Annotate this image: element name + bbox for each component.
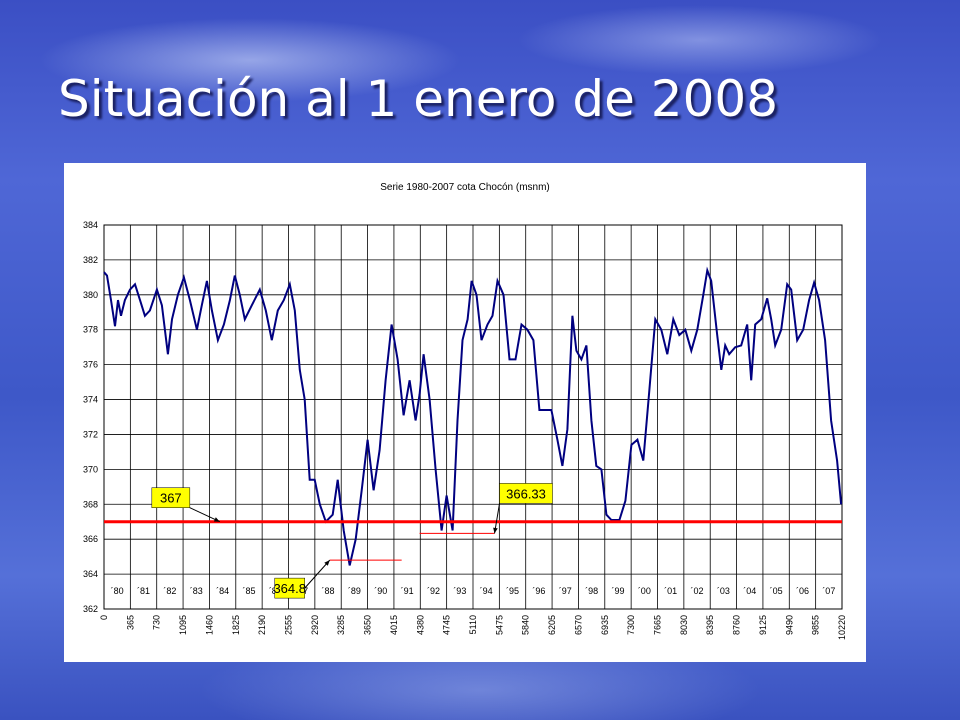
arrow-head (324, 560, 330, 566)
year-label: ´98 (585, 586, 598, 596)
annotation-label: 364.8 (273, 581, 306, 596)
arrow-head (493, 527, 498, 534)
x-tick-label: 10220 (837, 615, 847, 640)
year-label: ´97 (559, 586, 572, 596)
year-label: ´83 (190, 586, 203, 596)
x-tick-label: 3285 (336, 615, 346, 635)
x-tick-label: 2190 (257, 615, 267, 635)
annotation-box (274, 577, 305, 599)
year-label: ´94 (480, 586, 493, 596)
year-label: ´95 (506, 586, 519, 596)
x-tick-label: 2920 (310, 615, 320, 635)
x-tick-label: 8760 (732, 615, 742, 635)
year-label: ´93 (453, 586, 466, 596)
y-tick-label: 378 (83, 325, 98, 335)
y-tick-label: 384 (83, 220, 98, 230)
y-tick-label: 374 (83, 395, 98, 405)
y-tick-label: 372 (83, 429, 98, 439)
x-tick-label: 5110 (468, 615, 478, 634)
year-label: ´89 (348, 586, 361, 596)
year-label: ´04 (743, 586, 756, 596)
x-tick-label: 8395 (705, 615, 715, 635)
y-tick-label: 370 (83, 464, 98, 474)
annotation-label: 366.33 (506, 486, 546, 501)
year-label: ´81 (137, 586, 150, 596)
x-tick-label: 1095 (178, 615, 188, 635)
data-line (103, 266, 843, 566)
annotation-box (499, 483, 553, 504)
x-tick-label: 4745 (442, 615, 452, 635)
year-label: ´03 (717, 586, 730, 596)
annotation-label: 367 (160, 491, 182, 506)
arrow-head (213, 517, 220, 522)
annotation-box (151, 487, 191, 508)
year-label: ´99 (611, 586, 624, 596)
year-label: ´80 (111, 586, 124, 596)
x-tick-label: 365 (125, 615, 135, 630)
y-tick-label: 382 (83, 255, 98, 265)
x-tick-label: 1460 (204, 615, 214, 635)
x-tick-label: 2555 (284, 615, 294, 635)
x-tick-label: 6205 (547, 615, 557, 635)
x-tick-label: 6570 (573, 615, 583, 635)
x-tick-label: 6935 (600, 615, 610, 635)
x-tick-label: 9125 (758, 615, 768, 635)
x-tick-label: 4015 (389, 615, 399, 635)
x-tick-label: 5840 (521, 615, 531, 635)
chart-title: Serie 1980-2007 cota Chocón (msnm) (380, 182, 550, 193)
x-tick-label: 4380 (415, 615, 425, 635)
y-tick-label: 364 (83, 569, 98, 579)
year-label: ´02 (691, 586, 704, 596)
y-tick-label: 366 (83, 534, 98, 544)
year-label: ´00 (638, 586, 651, 596)
y-tick-label: 380 (83, 290, 98, 300)
year-label: ´07 (822, 586, 835, 596)
year-label: ´85 (242, 586, 255, 596)
x-tick-label: 7665 (653, 615, 663, 635)
x-tick-label: 5475 (494, 615, 504, 635)
year-label: ´05 (770, 586, 783, 596)
annotation-arrow (304, 559, 331, 589)
y-tick-label: 362 (83, 604, 98, 614)
x-tick-label: 9855 (811, 615, 821, 635)
x-tick-label: 0 (99, 615, 109, 620)
year-label: ´01 (664, 586, 677, 596)
year-label: ´84 (216, 586, 229, 596)
year-label: ´96 (532, 586, 545, 596)
x-tick-label: 3650 (363, 615, 373, 635)
x-tick-label: 730 (152, 615, 162, 630)
year-label: ´92 (427, 586, 440, 596)
year-label: ´06 (796, 586, 809, 596)
y-tick-label: 368 (83, 499, 98, 509)
year-label: ´91 (401, 586, 414, 596)
y-tick-label: 376 (83, 360, 98, 370)
year-label: ´82 (163, 586, 176, 596)
x-tick-label: 9490 (784, 615, 794, 635)
year-label: ´90 (374, 586, 387, 596)
year-label: ´88 (322, 586, 335, 596)
x-tick-label: 1825 (231, 615, 241, 635)
slide-title: Situación al 1 enero de 2008 (58, 70, 779, 128)
x-tick-label: 7300 (626, 615, 636, 635)
x-tick-label: 8030 (679, 615, 689, 635)
